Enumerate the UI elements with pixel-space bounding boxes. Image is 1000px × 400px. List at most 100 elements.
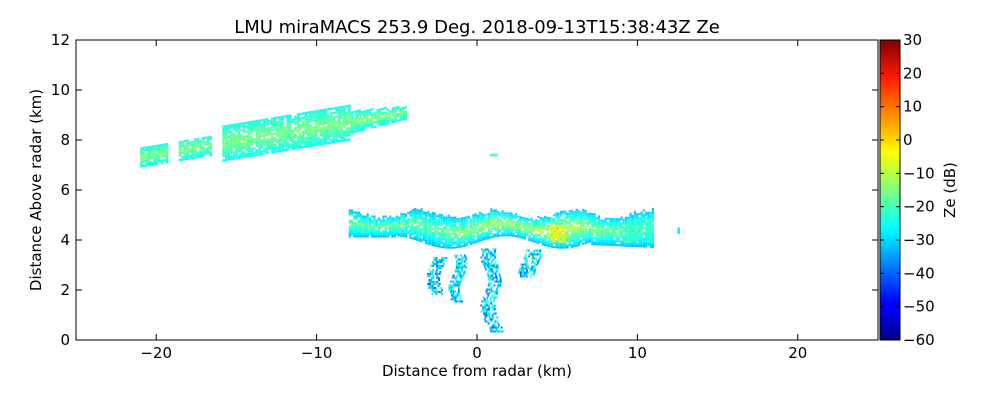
echo-pixel — [472, 240, 475, 243]
echo-pixel — [575, 236, 578, 239]
echo-pixel — [521, 234, 524, 237]
echo-pixel — [449, 226, 452, 229]
echo-pixel — [493, 262, 496, 265]
echo-pixel — [258, 126, 261, 129]
echo-pixel — [544, 240, 547, 243]
echo-pixel — [550, 223, 553, 226]
echo-pixel — [263, 147, 266, 151]
echo-pixel — [227, 140, 230, 143]
echo-pixel — [494, 260, 497, 263]
echo-pixel — [436, 273, 439, 275]
echo-pixel — [593, 237, 596, 240]
echo-pixel — [394, 109, 397, 112]
echo-pixel — [224, 131, 228, 134]
echo-pixel — [402, 225, 405, 228]
echo-pixel — [447, 242, 450, 245]
echo-pixel — [461, 241, 464, 244]
echo-pixel — [235, 134, 238, 137]
echo-pixel — [532, 234, 535, 237]
echo-pixel — [350, 113, 354, 116]
echo-pixel — [618, 224, 621, 227]
echo-pixel — [314, 110, 318, 113]
echo-pixel — [386, 235, 390, 238]
echo-pixel — [501, 234, 504, 237]
echo-pixel — [577, 222, 580, 225]
echo-pixel — [642, 220, 645, 223]
echo-pixel — [575, 244, 578, 247]
echo-pixel — [591, 225, 594, 228]
echo-pixel — [420, 214, 423, 217]
echo-pixel — [186, 139, 189, 142]
echo-pixel — [595, 225, 598, 228]
echo-pixel — [546, 218, 549, 221]
echo-pixel — [546, 220, 549, 223]
echo-pixel — [503, 230, 506, 233]
echo-pixel — [496, 228, 500, 231]
echo-pixel — [488, 264, 491, 267]
echo-pixel — [452, 232, 455, 235]
echo-pixel — [463, 226, 466, 229]
echo-pixel — [638, 239, 641, 242]
echo-pixel — [411, 225, 414, 228]
echo-pixel — [489, 254, 492, 257]
echo-pixel — [332, 138, 336, 141]
echo-pixel — [296, 135, 300, 138]
echo-pixel — [442, 259, 445, 261]
echo-pixel — [291, 120, 295, 123]
echo-pixel — [633, 215, 637, 218]
echo-pixel — [276, 145, 279, 149]
echo-pixel — [528, 234, 531, 237]
echo-pixel — [469, 218, 473, 221]
echo-pixel — [458, 217, 461, 220]
echo-pixel — [250, 154, 254, 157]
echo-pixel — [273, 121, 277, 124]
echo-pixel — [431, 293, 434, 295]
echo-pixel — [556, 237, 559, 240]
echo-pixel — [559, 220, 562, 223]
echo-pixel — [196, 144, 200, 147]
echo-pixel — [521, 224, 524, 227]
echo-pixel — [309, 124, 313, 127]
echo-pixel — [532, 222, 535, 225]
echo-pixel — [484, 302, 487, 305]
echo-pixel — [604, 233, 607, 236]
echo-pixel — [394, 115, 397, 118]
echo-pixel — [199, 139, 202, 142]
echo-pixel — [613, 222, 616, 225]
echo-pixel — [324, 142, 328, 145]
echo-pixel — [499, 276, 502, 279]
echo-pixel — [332, 134, 336, 137]
echo-pixel — [575, 218, 578, 221]
echo-pixel — [438, 223, 441, 226]
echo-pixel — [449, 222, 452, 225]
echo-pixel — [535, 249, 538, 252]
echo-pixel — [433, 263, 436, 265]
echo-pixel — [499, 220, 502, 223]
echo-pixel — [395, 233, 398, 236]
echo-pixel — [557, 222, 560, 225]
echo-pixel — [301, 123, 305, 126]
echo-pixel — [539, 216, 542, 219]
echo-pixel — [247, 132, 251, 135]
echo-pixel — [362, 233, 365, 236]
echo-pixel — [633, 238, 636, 241]
echo-pixel — [556, 230, 559, 232]
echo-pixel — [350, 223, 354, 226]
echo-pixel — [429, 243, 432, 246]
echo-pixel — [245, 130, 248, 133]
echo-pixel — [483, 218, 486, 221]
echo-pixel — [317, 116, 320, 119]
echo-pixel — [638, 224, 641, 227]
echo-pixel — [629, 212, 632, 215]
echo-pixel — [461, 235, 464, 238]
echo-pixel — [602, 243, 605, 246]
echo-pixel — [381, 107, 384, 110]
echo-pixel — [491, 254, 494, 257]
echo-pixel — [260, 150, 264, 153]
echo-pixel — [474, 217, 477, 220]
echo-pixel — [519, 224, 522, 227]
echo-pixel — [181, 142, 184, 145]
echo-pixel — [461, 264, 464, 267]
echo-pixel — [487, 218, 491, 221]
echo-pixel — [568, 238, 571, 241]
